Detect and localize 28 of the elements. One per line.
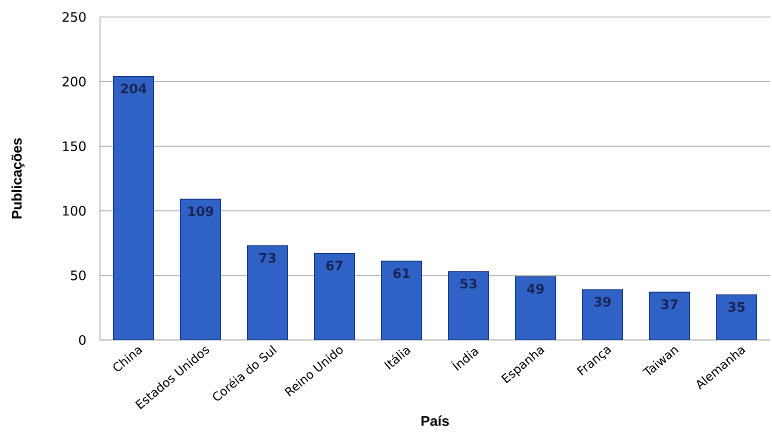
bar [180,198,221,340]
bar [515,276,556,340]
y-tick-label: 250 [62,12,86,22]
data-label: 49 [527,284,544,294]
data-label: 73 [259,252,276,263]
y-tick-label: 50 [70,270,86,280]
y-tick-label: 200 [62,76,86,87]
bar [448,271,490,340]
y-axis-title: Publicações [11,138,25,218]
data-label: 67 [326,260,343,270]
bar [113,76,154,340]
bar [716,294,758,340]
data-label: 61 [393,268,410,278]
bar [582,289,624,340]
bar [314,253,356,340]
y-tick-label: 100 [63,206,86,216]
data-label: 37 [661,299,678,310]
bar [247,245,288,340]
data-label: 204 [120,84,146,94]
bar [649,292,690,340]
data-label: 39 [594,296,611,307]
data-label: 53 [460,278,477,289]
y-tick-label: 0 [79,335,86,345]
x-axis-title: País [422,416,449,426]
y-tick-label: 150 [63,141,86,152]
bar [381,260,422,340]
data-label: 35 [728,302,745,312]
data-label: 109 [188,206,214,216]
